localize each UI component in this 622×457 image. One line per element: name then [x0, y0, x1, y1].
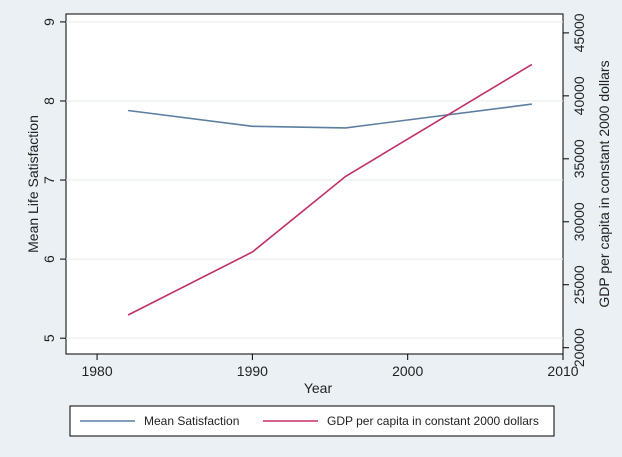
- y-right-tick-label: 20000: [571, 328, 587, 367]
- y-right-tick-label: 30000: [571, 202, 587, 241]
- legend-label-gdp: GDP per capita in constant 2000 dollars: [327, 414, 539, 428]
- plot-area: [65, 13, 564, 355]
- y-axis-left-label: Mean Life Satisfaction: [25, 115, 41, 253]
- x-tick-label: 1990: [237, 363, 268, 379]
- y-left-tick-label: 8: [41, 97, 57, 105]
- x-tick-label: 1980: [81, 363, 112, 379]
- y-right-tick-label: 25000: [571, 265, 587, 304]
- gridlines: [66, 21, 563, 339]
- y-left-tick-label: 9: [41, 18, 57, 26]
- y-right-tick-label: 45000: [571, 13, 587, 52]
- y-right-tick-label: 35000: [571, 139, 587, 178]
- y-left-tick-label: 6: [41, 255, 57, 263]
- x-tick-label: 2010: [547, 363, 578, 379]
- x-axis-label: Year: [304, 380, 333, 396]
- y-right-tick-label: 40000: [571, 76, 587, 115]
- x-tick-label: 2000: [392, 363, 423, 379]
- series-line-0: [127, 103, 533, 129]
- y-left-tick-label: 5: [41, 334, 57, 342]
- y-axis-right-label: GDP per capita in constant 2000 dollars: [596, 60, 612, 307]
- legend: Mean Satisfaction GDP per capita in cons…: [69, 405, 555, 437]
- series-lines: [127, 63, 533, 316]
- axes: 5 6 7 8 9 20000 25000 30000 35000 40000 45000 1980 1…: [41, 13, 587, 379]
- legend-label-mean-satisfaction: Mean Satisfaction: [144, 414, 239, 428]
- y-left-tick-label: 7: [41, 176, 57, 184]
- series-line-1: [127, 63, 533, 316]
